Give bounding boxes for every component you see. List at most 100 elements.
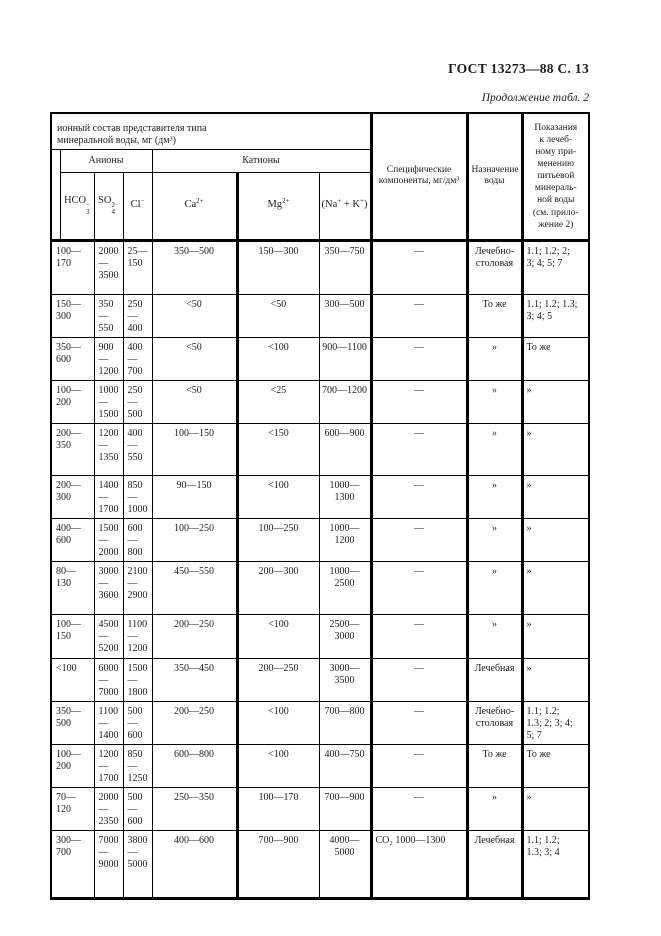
cell-indications: » bbox=[521, 613, 590, 659]
cell-indications: 1.1; 1.2; 2; 3; 4; 5; 7 bbox=[521, 239, 590, 295]
header-specific-components: Специфические компоненты, мг/дм³ bbox=[370, 112, 469, 242]
cell-hco3: 100— 200 bbox=[50, 743, 95, 788]
cell-ca: 200—250 bbox=[151, 700, 239, 745]
header-so4: SO 2− 4 bbox=[93, 171, 124, 242]
header-left-strip bbox=[50, 148, 61, 242]
cell-mg: <100 bbox=[236, 700, 320, 745]
cell-so4: 2000— 3500 bbox=[93, 239, 124, 295]
cell-so4: 3000— 3600 bbox=[93, 560, 124, 615]
cell-so4: 1200— 1700 bbox=[93, 743, 124, 788]
cell-water-purpose: То же bbox=[466, 293, 524, 338]
cell-indications: 1.1; 1.2; 1.3; 2; 3; 4; 5; 7 bbox=[521, 700, 590, 745]
cell-indications: » bbox=[521, 657, 590, 702]
cell-na-k: 400—750 bbox=[318, 743, 373, 788]
cell-mg: <100 bbox=[236, 613, 320, 659]
cell-so4: 1100— 1400 bbox=[93, 700, 124, 745]
cell-specific-components: — bbox=[370, 743, 469, 788]
cell-ca: <50 bbox=[151, 293, 239, 338]
table-row: 200— 300 1400— 1700 850— 1000 90—150 <10… bbox=[50, 474, 590, 519]
cell-hco3: 350— 500 bbox=[50, 700, 95, 745]
cell-cl: 400— 700 bbox=[122, 336, 153, 381]
cell-cl: 2100— 2900 bbox=[122, 560, 153, 615]
cell-specific-components: — bbox=[370, 239, 469, 295]
cell-specific-components: — bbox=[370, 422, 469, 476]
mineral-water-table: ионный состав представителя типа минерал… bbox=[50, 112, 591, 900]
cell-mg: <25 bbox=[236, 379, 320, 424]
cell-na-k: 700—800 bbox=[318, 700, 373, 745]
cell-cl: 1100— 1200 bbox=[122, 613, 153, 659]
cell-water-purpose: » bbox=[466, 474, 524, 519]
header-indications: Показания к лечеб- ному при- менению пит… bbox=[521, 112, 590, 242]
gost-page-ref: ГОСТ 13273—88 С. 13 bbox=[448, 61, 589, 76]
cell-so4: 350— 550 bbox=[93, 293, 124, 338]
header-ionic-composition: ионный состав представителя типа минерал… bbox=[50, 112, 373, 150]
cell-so4: 4500— 5200 bbox=[93, 613, 124, 659]
cell-ca: 100—250 bbox=[151, 517, 239, 562]
cell-indications: » bbox=[521, 517, 590, 562]
hco3-subsup: −3 bbox=[86, 201, 91, 216]
cell-indications: То же bbox=[521, 336, 590, 381]
cell-na-k: 900—1100 bbox=[318, 336, 373, 381]
cell-so4: 6000— 7000 bbox=[93, 657, 124, 702]
cell-na-k: 2500—3000 bbox=[318, 613, 373, 659]
cell-mg: 100—250 bbox=[236, 517, 320, 562]
so4-subsup: 2− 4 bbox=[111, 201, 119, 216]
cell-indications: 1.1; 1.2; 1.3; 3; 4; 5 bbox=[521, 293, 590, 338]
cell-mg: <100 bbox=[236, 474, 320, 519]
cell-ca: 400—600 bbox=[151, 829, 239, 899]
cell-water-purpose: » bbox=[466, 560, 524, 615]
cell-ca: 450—550 bbox=[151, 560, 239, 615]
header-na-k: (Na+ + K+) bbox=[318, 171, 373, 242]
cell-ca: 100—150 bbox=[151, 422, 239, 476]
cell-specific-components: — bbox=[370, 474, 469, 519]
cell-so4: 900— 1200 bbox=[93, 336, 124, 381]
cell-ca: 200—250 bbox=[151, 613, 239, 659]
continuation-note: Продолжение табл. 2 bbox=[481, 92, 589, 104]
cell-water-purpose: Лечебно- столовая bbox=[466, 239, 524, 295]
cell-mg: <150 bbox=[236, 422, 320, 476]
cell-na-k: 700—1200 bbox=[318, 379, 373, 424]
cell-na-k: 4000—5000 bbox=[318, 829, 373, 899]
cell-indications: 1.1; 1.2; 1.3; 3; 4 bbox=[521, 829, 590, 899]
cell-water-purpose: То же bbox=[466, 743, 524, 788]
cell-hco3: 100— 200 bbox=[50, 379, 95, 424]
cell-cl: 850— 1000 bbox=[122, 474, 153, 519]
cell-na-k: 300—500 bbox=[318, 293, 373, 338]
table-row: <100 6000— 7000 1500— 1800 350—450 200—2… bbox=[50, 657, 590, 702]
table-row: 300— 700 7000— 9000 3800— 5000 400—600 7… bbox=[50, 829, 590, 899]
cell-specific-components: — bbox=[370, 786, 469, 831]
table-row: 100— 200 1200— 1700 850— 1250 600—800 <1… bbox=[50, 743, 590, 788]
cell-indications: » bbox=[521, 422, 590, 476]
cell-hco3: <100 bbox=[50, 657, 95, 702]
cell-so4: 2000— 2350 bbox=[93, 786, 124, 831]
cell-mg: 200—250 bbox=[236, 657, 320, 702]
cell-cl: 250— 500 bbox=[122, 379, 153, 424]
cell-so4: 1000— 1500 bbox=[93, 379, 124, 424]
cell-cl: 25— 150 bbox=[122, 239, 153, 295]
cell-specific-components: — bbox=[370, 293, 469, 338]
table-row: 150— 300 350— 550 250— 400 <50 <50 300—5… bbox=[50, 293, 590, 338]
header-water-purpose: Назначение воды bbox=[466, 112, 524, 242]
cell-indications: » bbox=[521, 786, 590, 831]
cell-cl: 1500— 1800 bbox=[122, 657, 153, 702]
cell-water-purpose: Лечебная bbox=[466, 657, 524, 702]
cell-so4: 1400— 1700 bbox=[93, 474, 124, 519]
table-row: 100— 170 2000— 3500 25— 150 350—500 150—… bbox=[50, 239, 590, 295]
cell-specific-components: — bbox=[370, 700, 469, 745]
table-row: 350— 600 900— 1200 400— 700 <50 <100 900… bbox=[50, 336, 590, 381]
cell-ca: <50 bbox=[151, 336, 239, 381]
cell-mg: 200—300 bbox=[236, 560, 320, 615]
cell-ca: 600—800 bbox=[151, 743, 239, 788]
cell-na-k: 3000—3500 bbox=[318, 657, 373, 702]
header-cations-group: Катионы bbox=[151, 148, 373, 173]
cell-hco3: 200— 300 bbox=[50, 474, 95, 519]
cell-water-purpose: » bbox=[466, 379, 524, 424]
cell-hco3: 300— 700 bbox=[50, 829, 95, 899]
cell-na-k: 700—900 bbox=[318, 786, 373, 831]
cell-specific-components: CO₂ 1000—1300 bbox=[370, 829, 469, 899]
cell-na-k: 1000—1200 bbox=[318, 517, 373, 562]
cell-water-purpose: Лечебно- столовая bbox=[466, 700, 524, 745]
cell-cl: 600— 800 bbox=[122, 517, 153, 562]
cell-ca: <50 bbox=[151, 379, 239, 424]
